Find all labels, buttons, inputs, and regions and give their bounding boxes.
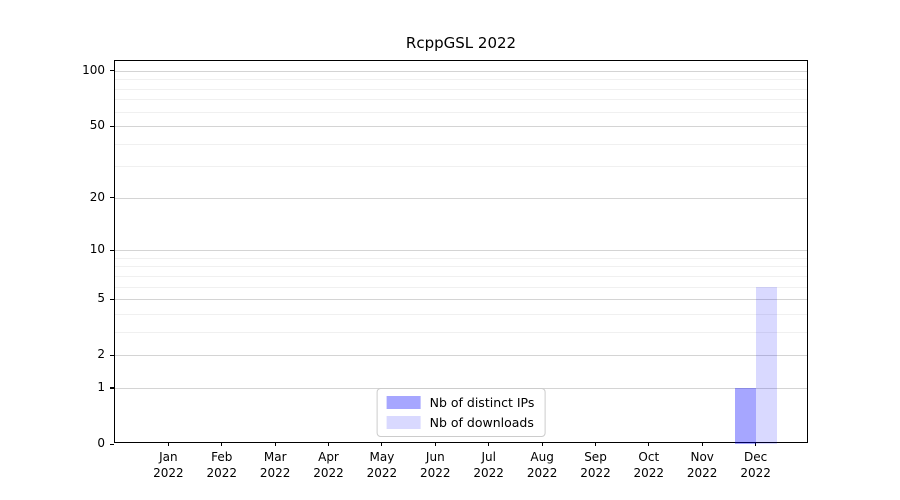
y-axis-tick-label: 10 xyxy=(89,242,105,257)
y-axis-tick-label: 20 xyxy=(89,189,105,204)
legend-label-distinct-ips: Nb of distinct IPs xyxy=(429,395,535,410)
month-label: Oct xyxy=(638,450,660,464)
year-label: 2022 xyxy=(686,466,718,481)
x-tick-mark xyxy=(381,442,383,446)
year-label: 2022 xyxy=(313,466,344,481)
year-label: 2022 xyxy=(473,466,504,481)
y-axis-tick-label: 0 xyxy=(97,436,105,450)
bar-downloads xyxy=(755,286,777,444)
x-tick-mark xyxy=(488,442,490,446)
month-label: Dec xyxy=(743,450,768,464)
year-label: 2022 xyxy=(633,466,665,481)
legend-label-downloads: Nb of downloads xyxy=(429,415,534,430)
gridline-minor xyxy=(115,166,807,168)
month-label: Feb xyxy=(211,450,233,464)
gridline-major xyxy=(115,126,807,127)
y-tick-mark xyxy=(110,354,114,356)
year-label: 2022 xyxy=(259,466,291,481)
year-label: 2022 xyxy=(580,466,611,481)
chart-title: RcppGSL 2022 xyxy=(405,34,517,52)
gridline-minor xyxy=(115,313,807,315)
gridline-minor xyxy=(115,331,807,333)
legend-swatch-downloads xyxy=(386,416,421,429)
y-axis-tick-label: 50 xyxy=(89,118,105,132)
x-tick-mark xyxy=(434,442,436,446)
y-tick-mark xyxy=(110,443,114,445)
x-axis-tick-label: Apr 2022 xyxy=(299,449,359,481)
legend-row-downloads: Nb of downloads xyxy=(386,415,535,430)
year-label: 2022 xyxy=(206,466,238,481)
month-label: May xyxy=(369,450,395,464)
x-axis-tick-label: May 2022 xyxy=(352,449,412,481)
y-tick-mark xyxy=(110,197,114,199)
gridline-major xyxy=(115,197,807,199)
x-axis-tick-label: Aug 2022 xyxy=(512,449,572,481)
x-tick-mark xyxy=(701,442,703,446)
y-axis-tick-label: 2 xyxy=(97,347,105,362)
x-axis-tick-label: Oct 2022 xyxy=(619,449,679,481)
year-label: 2022 xyxy=(740,466,771,481)
plot-area: Nb of distinct IPs Nb of downloads 0 1 2 5 1… xyxy=(82,60,808,480)
x-tick-mark xyxy=(648,442,650,446)
x-axis-tick-label: Jan 2022 xyxy=(138,449,198,481)
x-tick-mark xyxy=(755,442,757,446)
year-label: 2022 xyxy=(366,466,398,481)
legend-row-distinct-ips: Nb of distinct IPs xyxy=(386,395,535,410)
y-axis-tick-label: 100 xyxy=(82,62,105,77)
bar-distinct-ips xyxy=(734,387,756,444)
gridline-minor xyxy=(115,257,807,259)
gridline-minor xyxy=(115,266,807,268)
gridline-minor xyxy=(115,99,807,101)
x-tick-mark xyxy=(167,442,169,446)
gridline-minor xyxy=(115,275,807,277)
gridline-major xyxy=(115,355,807,357)
legend: Nb of distinct IPs Nb of downloads xyxy=(376,388,546,437)
x-tick-mark xyxy=(541,442,543,446)
y-tick-mark xyxy=(110,70,114,72)
x-tick-mark xyxy=(221,442,223,446)
y-axis-tick-label: 1 xyxy=(97,379,105,394)
x-axis-tick-label: Mar 2022 xyxy=(245,449,305,481)
gridline-minor xyxy=(115,79,807,81)
x-tick-mark xyxy=(327,442,330,446)
year-label: 2022 xyxy=(526,466,558,481)
x-axis-tick-label: Sep 2022 xyxy=(566,449,626,481)
month-label: Mar xyxy=(263,450,287,464)
y-tick-mark xyxy=(110,387,114,389)
month-label: Aug xyxy=(530,450,554,464)
gridline-minor xyxy=(115,286,807,288)
legend-swatch-distinct-ips xyxy=(386,396,421,409)
month-label: Nov xyxy=(690,450,714,464)
month-label: Jul xyxy=(481,450,496,464)
x-axis-tick-label: Feb 2022 xyxy=(192,449,252,481)
gridline-major xyxy=(115,250,807,252)
month-label: Sep xyxy=(584,450,607,464)
gridline-major xyxy=(115,299,807,301)
gridline-minor xyxy=(115,143,807,145)
x-tick-mark xyxy=(594,442,597,446)
x-axis-tick-label: Nov 2022 xyxy=(672,449,732,481)
gridline-minor xyxy=(115,88,807,90)
year-label: 2022 xyxy=(153,466,184,481)
x-axis-tick-label: Jun 2022 xyxy=(405,449,465,481)
x-axis-tick-label: Jul 2022 xyxy=(459,449,519,481)
y-tick-mark xyxy=(110,298,114,300)
x-tick-mark xyxy=(274,442,276,446)
y-tick-mark xyxy=(110,249,114,251)
year-label: 2022 xyxy=(420,466,451,481)
y-tick-mark xyxy=(110,125,114,127)
month-label: Jun xyxy=(425,450,445,464)
y-axis-tick-label: 5 xyxy=(97,291,105,306)
month-label: Jan xyxy=(159,450,178,464)
gridline-minor xyxy=(115,111,807,113)
gridline-major xyxy=(115,70,807,72)
x-axis-tick-label: Dec 2022 xyxy=(726,449,786,481)
month-label: Apr xyxy=(318,450,339,464)
